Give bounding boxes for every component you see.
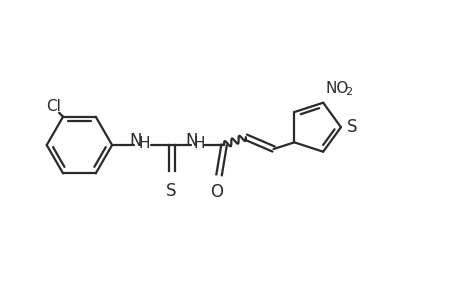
Text: S: S — [166, 182, 176, 200]
Text: H: H — [193, 136, 205, 151]
Text: O: O — [210, 183, 223, 201]
Text: NO: NO — [325, 81, 348, 96]
Text: S: S — [346, 118, 357, 136]
Text: H: H — [138, 136, 149, 151]
Text: N: N — [185, 132, 197, 150]
Text: 2: 2 — [344, 87, 351, 97]
Text: N: N — [129, 132, 142, 150]
Text: Cl: Cl — [45, 99, 61, 114]
